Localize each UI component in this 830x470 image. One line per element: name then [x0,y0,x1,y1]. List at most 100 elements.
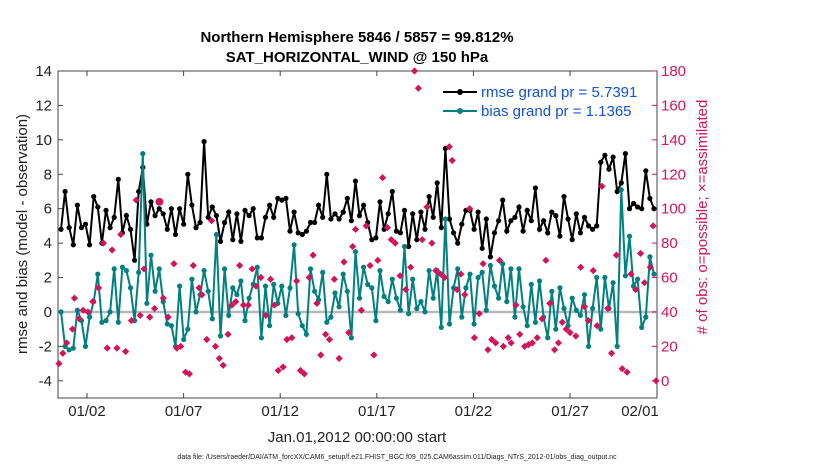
series-point-1 [446,321,453,327]
series-point-0 [344,195,350,201]
series-point-0 [475,209,481,215]
series-point-0 [152,213,158,219]
series-point-0 [185,171,191,177]
assimilated-obs-marker [475,310,483,318]
series-point-0 [647,195,653,201]
series-point-1 [107,309,113,315]
series-point-0 [459,221,465,227]
assimilated-obs-marker [465,205,474,213]
y-right-tick-label: 80 [661,235,678,252]
assimilated-obs-marker [146,313,154,321]
series-point-0 [577,230,584,236]
series-point-1 [217,333,224,339]
series-point-1 [336,304,342,310]
assimilated-obs-marker [89,298,97,306]
series-point-1 [58,309,64,315]
series-point-0 [455,240,461,246]
assimilated-obs-marker [349,242,357,251]
series-point-0 [201,139,207,145]
plot-area: 14121086420-2-41801601401201008060402000… [35,63,686,420]
assimilated-obs-marker [428,239,436,247]
series-point-1 [279,283,285,289]
x-tick-label: 01/02 [68,403,106,420]
legend: rmse grand pr = 5.7391 bias grand pr = 1.… [438,80,648,122]
y-right-tick-label: 160 [661,97,686,114]
x-axis-label: Jan.01,2012 00:00:00 start [268,429,447,446]
series-point-1 [164,321,170,327]
series-point-1 [295,311,301,317]
series-point-0 [312,219,318,226]
series-point-1 [238,278,244,284]
series-point-1 [111,266,117,272]
series-point-0 [483,216,489,222]
series-point-1 [356,295,363,301]
assimilated-obs-marker [558,318,566,326]
series-point-0 [369,237,375,243]
series-point-1 [393,295,399,301]
assimilated-obs-marker [262,311,270,319]
series-point-0 [87,242,93,248]
assimilated-obs-marker [211,342,220,350]
series-point-0 [279,197,285,203]
series-point-1 [320,269,326,275]
assimilated-obs-marker [618,365,626,373]
series-point-1 [455,266,461,272]
series-point-0 [446,216,453,222]
series-point-0 [635,204,641,210]
series-point-0 [226,209,232,215]
series-point-0 [316,202,322,208]
assimilated-obs-marker [612,251,621,259]
series-point-0 [418,209,424,215]
assimilated-obs-marker [330,275,338,283]
series-point-1 [487,262,493,269]
series-point-0 [267,202,273,208]
series-point-0 [389,188,395,195]
series-point-0 [553,213,559,219]
series-point-0 [536,226,543,232]
series-point-1 [74,307,80,313]
assimilated-obs-marker [296,366,305,375]
series-point-1 [95,271,101,277]
series-point-1 [418,299,424,305]
series-point-0 [246,213,252,219]
series-point-0 [271,214,277,220]
assimilated-obs-marker [75,315,83,323]
assimilated-obs-marker [632,285,640,294]
series-point-0 [496,218,502,224]
legend-box [438,80,648,122]
assimilated-obs-marker [55,359,63,368]
assimilated-obs-marker [283,335,291,344]
series-point-0 [430,214,436,220]
series-point-0 [95,204,101,210]
assimilated-obs-marker [309,251,317,259]
assimilated-obs-marker [410,67,419,75]
y-left-tick-label: 14 [35,63,52,80]
assimilated-obs-marker [132,196,140,204]
assimilated-obs-marker [357,306,365,314]
series-point-1 [561,305,567,312]
assimilated-obs-marker [185,370,193,378]
series-point-0 [471,226,477,232]
assimilated-obs-marker [257,273,265,282]
series-point-1 [475,274,481,281]
assimilated-obs-marker [495,256,504,264]
assimilated-obs-marker [453,285,461,294]
y-axis-left-label: rmse and bias (model - observation) [14,114,31,354]
series-point-1 [549,288,555,294]
series-point-1 [479,269,485,275]
series-point-1 [258,335,264,341]
y-left-tick-label: 12 [35,97,52,114]
series-point-0 [614,188,620,195]
series-point-1 [205,288,211,294]
series-point-0 [573,211,579,217]
y-left-tick-label: 8 [44,166,52,183]
y-left-tick-label: 2 [44,270,52,287]
series-point-1 [528,281,534,287]
y-left-tick-label: 0 [44,304,52,321]
assimilated-obs-marker [322,330,330,338]
y-right-tick-label: 140 [661,132,686,149]
series-point-1 [168,323,174,329]
series-point-0 [332,211,338,217]
assimilated-obs-marker [94,284,103,292]
series-point-1 [189,276,195,282]
